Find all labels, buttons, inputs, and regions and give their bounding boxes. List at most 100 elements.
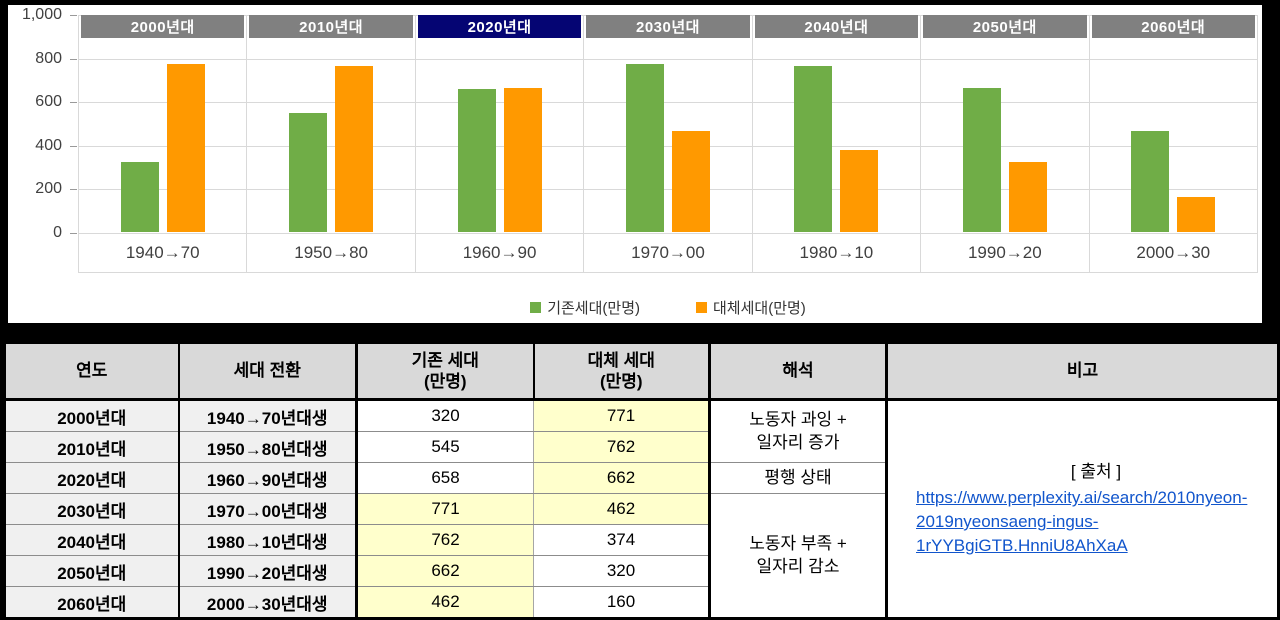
- legend-item-replacement: 대체세대(만명): [696, 297, 806, 318]
- gridline: [79, 102, 1257, 104]
- interpretation-cell: 노동자 부족 + 일자리 감소: [709, 493, 888, 619]
- existing-value-cell: 771: [356, 493, 534, 525]
- legend-item-existing: 기존세대(만명): [530, 297, 640, 318]
- decade-header: 2000년대: [81, 15, 245, 38]
- year-cell: 2050년대: [4, 555, 180, 587]
- chart-column: 2020년대 1960→90: [416, 15, 585, 272]
- y-axis-label: 800: [35, 49, 62, 67]
- bar-group: [921, 88, 1088, 232]
- generation-table: 연도 세대 전환 기존 세대 (만명) 대체 세대 (만명) 해석 비고 2000년대 19…: [3, 341, 1280, 620]
- x-axis-label: 1940→70: [125, 243, 200, 262]
- bar-replacement: [1008, 162, 1047, 232]
- gridline: [79, 58, 1257, 60]
- x-axis-label: 1970→00: [631, 243, 705, 262]
- y-axis-tick: [70, 102, 77, 104]
- existing-value-cell: 762: [356, 524, 534, 556]
- bar-replacement: [1177, 197, 1216, 232]
- transition-cell: 1950→80년대생: [178, 431, 358, 463]
- header-cell: 비고: [886, 342, 1279, 401]
- table-row: 2040년대 1980→10년대생 762 374: [4, 524, 1279, 556]
- table-header-row: 연도 세대 전환 기존 세대 (만명) 대체 세대 (만명) 해석 비고: [4, 342, 1279, 401]
- legend-swatch-existing-icon: [530, 302, 542, 313]
- bar-group: [584, 64, 751, 232]
- bar-chart-panel: 1,000 800 600 400 200 0 2000년대 1940→70 2010년대 19…: [8, 5, 1262, 323]
- bar-replacement: [166, 64, 205, 232]
- decade-header: 2050년대: [923, 15, 1087, 38]
- existing-value-cell: 462: [356, 586, 534, 619]
- transition-cell: 1980→10년대생: [178, 524, 358, 556]
- y-axis-label: 1,000: [21, 6, 62, 23]
- x-axis-label: 1980→10: [799, 243, 874, 262]
- gridline: [79, 233, 1257, 234]
- bar-existing: [289, 113, 328, 232]
- y-axis-label: 400: [35, 136, 62, 154]
- table-row: 2020년대 1960→90년대생 658 662 평행 상태: [4, 462, 1279, 494]
- decade-header: 2030년대: [586, 15, 750, 38]
- interpretation-cell: 평행 상태: [709, 462, 888, 494]
- chart-column: 2000년대 1940→70: [79, 15, 248, 272]
- gridline: [79, 189, 1257, 191]
- replacement-value-cell: 374: [533, 524, 711, 556]
- replacement-value-cell: 462: [533, 493, 711, 525]
- bar-replacement: [671, 131, 710, 232]
- table-row: 2030년대 1970→00년대생 771 462 노동자 부족 + 일자리 감소: [4, 493, 1279, 619]
- transition-cell: 1970→00년대생: [178, 493, 358, 525]
- replacement-value-cell: 160: [533, 586, 711, 619]
- bar-group: [753, 66, 920, 232]
- header-cell: 해석: [709, 342, 888, 401]
- chart-column: 2060년대 2000→30: [1090, 15, 1257, 272]
- chart-legend: 기존세대(만명) 대체세대(만명): [78, 297, 1258, 318]
- bar-group: [247, 66, 414, 232]
- chart-column: 2050년대 1990→20: [921, 15, 1090, 272]
- bar-existing: [794, 66, 833, 232]
- chart-columns: 2000년대 1940→70 2010년대 1950→80 2020년대 1960→90 2…: [79, 15, 1257, 272]
- bar-group: [1090, 131, 1257, 232]
- x-axis-label: 1950→80: [294, 243, 368, 262]
- bar-existing: [1131, 131, 1170, 232]
- source-link[interactable]: https://www.perplexity.ai/search/2010nye…: [916, 488, 1248, 555]
- legend-label-existing: 기존세대(만명): [547, 300, 640, 317]
- bar-existing: [120, 162, 159, 232]
- bar-replacement: [335, 66, 374, 232]
- replacement-value-cell: 762: [533, 431, 711, 463]
- existing-value-cell: 320: [356, 399, 534, 432]
- x-axis-label: 2000→30: [1136, 243, 1211, 262]
- bar-group: [79, 64, 246, 232]
- replacement-value-cell: 771: [533, 399, 711, 432]
- y-axis-tick: [70, 189, 77, 191]
- bar-replacement: [503, 88, 542, 232]
- header-cell: 연도: [4, 342, 180, 401]
- plot-area: 2000년대 1940→70 2010년대 1950→80 2020년대 1960→90 2…: [78, 15, 1258, 273]
- bar-group: [416, 88, 583, 232]
- table-row: 2010년대 1950→80년대생 545 762: [4, 431, 1279, 463]
- header-cell: 대체 세대 (만명): [533, 342, 711, 401]
- transition-cell: 1940→70년대생: [178, 399, 358, 432]
- transition-cell: 1960→90년대생: [178, 462, 358, 494]
- chart-column: 2030년대 1970→00: [584, 15, 753, 272]
- chart-column: 2040년대 1980→10: [753, 15, 922, 272]
- transition-cell: 2000→30년대생: [178, 586, 358, 619]
- interpretation-cell: 노동자 과잉 + 일자리 증가: [709, 399, 888, 463]
- note-cell: [ 출처 ] https://www.perplexity.ai/search/2…: [886, 399, 1279, 619]
- chart-column: 2010년대 1950→80: [247, 15, 416, 272]
- y-axis-tick: [70, 58, 77, 60]
- x-axis-label: 1990→20: [967, 243, 1042, 262]
- gridline: [79, 145, 1257, 147]
- replacement-value-cell: 320: [533, 555, 711, 587]
- decade-header: 2040년대: [754, 15, 919, 38]
- y-axis-tick: [70, 15, 77, 16]
- y-axis-label: 0: [53, 224, 62, 241]
- y-axis-label: 600: [35, 93, 62, 111]
- y-axis-tick: [70, 233, 77, 234]
- replacement-value-cell: 662: [533, 462, 711, 494]
- existing-value-cell: 545: [356, 431, 534, 463]
- header-cell: 기존 세대 (만명): [356, 342, 535, 401]
- table-row: 2000년대 1940→70년대생 320 771 노동자 과잉 + 일자리 증가[ 출…: [4, 399, 1279, 619]
- existing-value-cell: 662: [356, 555, 534, 587]
- bar-existing: [962, 88, 1001, 232]
- legend-label-replacement: 대체세대(만명): [713, 300, 806, 317]
- decade-header: 2010년대: [249, 15, 413, 38]
- year-cell: 2000년대: [4, 399, 180, 432]
- bar-existing: [457, 89, 496, 232]
